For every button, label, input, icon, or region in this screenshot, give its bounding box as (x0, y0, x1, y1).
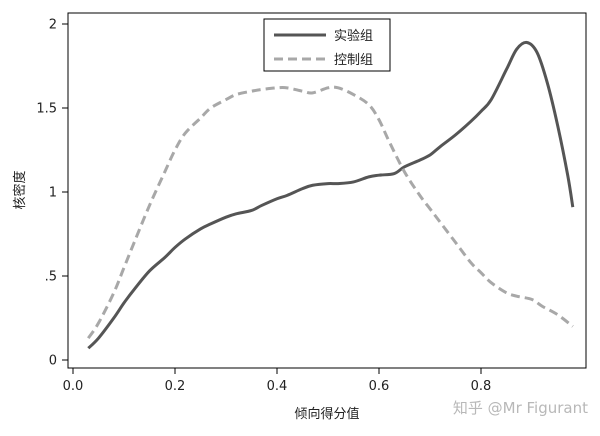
y-tick-label: 2 (49, 18, 57, 33)
legend-box (263, 18, 391, 72)
y-axis-title: 核密度 (12, 170, 28, 209)
series-line-control (87, 85, 574, 340)
y-tick-label: 1.5 (36, 102, 57, 117)
plot-frame (67, 12, 587, 369)
axes: 0.0 0.2 0.4 0.6 0.8 0 .5 1 1.5 2 (36, 18, 491, 395)
y-tick-label: .5 (45, 270, 57, 285)
x-tick-label: 0.6 (369, 379, 390, 394)
x-tick-label: 0.4 (267, 379, 288, 394)
x-tick-label: 0.8 (471, 379, 492, 394)
series-layer (87, 40, 575, 350)
watermark: 知乎 @Mr Figurant (453, 399, 588, 417)
legend: 实验组 控制组 (263, 18, 391, 72)
legend-label-control: 控制组 (334, 53, 373, 68)
legend-label-treatment: 实验组 (334, 28, 373, 44)
y-tick-label: 0 (49, 354, 57, 369)
series-line-treatment (87, 40, 575, 350)
y-tick-label: 1 (49, 186, 57, 201)
x-axis-title: 倾向得分值 (294, 406, 359, 422)
x-tick-label: 0.0 (63, 379, 84, 394)
x-tick-label: 0.2 (165, 379, 186, 394)
